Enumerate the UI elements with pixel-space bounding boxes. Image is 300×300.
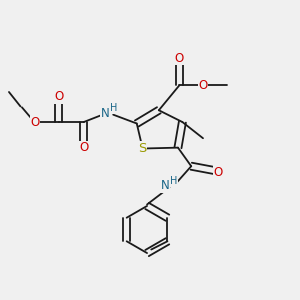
Text: O: O — [213, 166, 222, 178]
Text: N: N — [101, 107, 110, 120]
Text: H: H — [110, 103, 118, 113]
Text: N: N — [161, 179, 170, 192]
Text: O: O — [198, 79, 208, 92]
Text: H: H — [170, 176, 177, 186]
Text: O: O — [79, 141, 88, 154]
Text: O: O — [31, 116, 40, 128]
Text: O: O — [54, 90, 63, 103]
Text: O: O — [175, 52, 184, 64]
Text: S: S — [139, 142, 147, 155]
